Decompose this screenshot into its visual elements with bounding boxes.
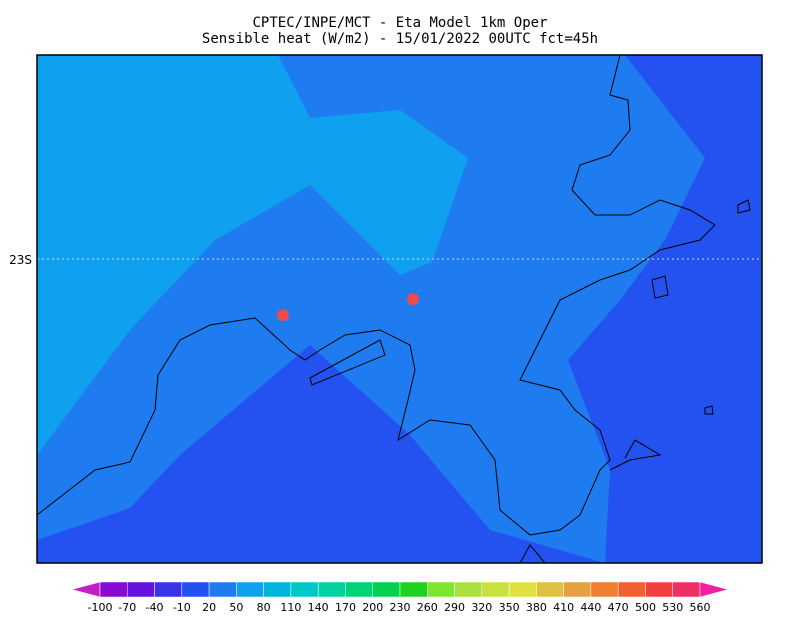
- latitude-label: 23S: [9, 253, 32, 267]
- colorbar-box: [99, 581, 128, 598]
- colorbar-label: 560: [690, 601, 711, 614]
- colorbar-label: 80: [257, 601, 271, 614]
- colorbar-label: 50: [229, 601, 243, 614]
- colorbar-box: [481, 581, 510, 598]
- colorbar-label: 380: [526, 601, 547, 614]
- colorbar-box: [399, 581, 428, 598]
- colorbar-label: 290: [444, 601, 465, 614]
- colorbar-label: 410: [553, 601, 574, 614]
- map: 23S: [9, 54, 763, 564]
- colorbar-box: [236, 581, 264, 598]
- colorbar-box: [508, 581, 537, 598]
- colorbar-label: -70: [118, 601, 136, 614]
- field-high: [37, 55, 468, 455]
- colorbar-box: [536, 581, 564, 598]
- colorbar-label: -100: [88, 601, 113, 614]
- colorbar-box: [617, 581, 646, 598]
- station-marker: [407, 293, 419, 305]
- colorbar-label: -10: [173, 601, 191, 614]
- colorbar-box: [127, 581, 155, 598]
- colorbar-label: 530: [662, 601, 683, 614]
- colorbar-label: 20: [202, 601, 216, 614]
- coastline: [36, 54, 716, 564]
- colorbar: -100 -70 -40 -10 20 50 80 110 140 170 200 230 260 290…: [71, 581, 729, 614]
- colorbar-label: 200: [362, 601, 383, 614]
- title-line1: CPTEC/INPE/MCT - Eta Model 1km Oper: [252, 15, 547, 31]
- map-frame: [36, 54, 763, 564]
- colorbar-label: 440: [580, 601, 601, 614]
- colorbar-box: [372, 581, 401, 598]
- colorbar-arrow-low: [71, 581, 101, 598]
- station-marker: [277, 309, 289, 321]
- colorbar-label: 110: [280, 601, 301, 614]
- colorbar-box: [427, 581, 455, 598]
- colorbar-box: [672, 581, 701, 598]
- colorbar-box: [154, 581, 183, 598]
- colorbar-box: [590, 581, 619, 598]
- colorbar-box: [563, 581, 592, 598]
- colorbar-label: 320: [471, 601, 492, 614]
- colorbar-label: 230: [390, 601, 411, 614]
- colorbar-label: 470: [608, 601, 629, 614]
- colorbar-label: 260: [417, 601, 438, 614]
- colorbar-box: [454, 581, 483, 598]
- title-line2: Sensible heat (W/m2) - 15/01/2022 00UTC …: [202, 31, 598, 47]
- colorbar-label: 140: [308, 601, 329, 614]
- colorbar-arrow-high: [699, 581, 729, 598]
- colorbar-label: 500: [635, 601, 656, 614]
- colorbar-box: [181, 581, 210, 598]
- colorbar-box: [645, 581, 673, 598]
- islands: [309, 199, 751, 415]
- colorbar-label: 350: [499, 601, 520, 614]
- colorbar-box: [208, 581, 237, 598]
- colorbar-box: [345, 581, 373, 598]
- colorbar-label: -40: [146, 601, 164, 614]
- colorbar-box: [317, 581, 346, 598]
- colorbar-label: 170: [335, 601, 356, 614]
- colorbar-box: [263, 581, 292, 598]
- colorbar-box: [290, 581, 319, 598]
